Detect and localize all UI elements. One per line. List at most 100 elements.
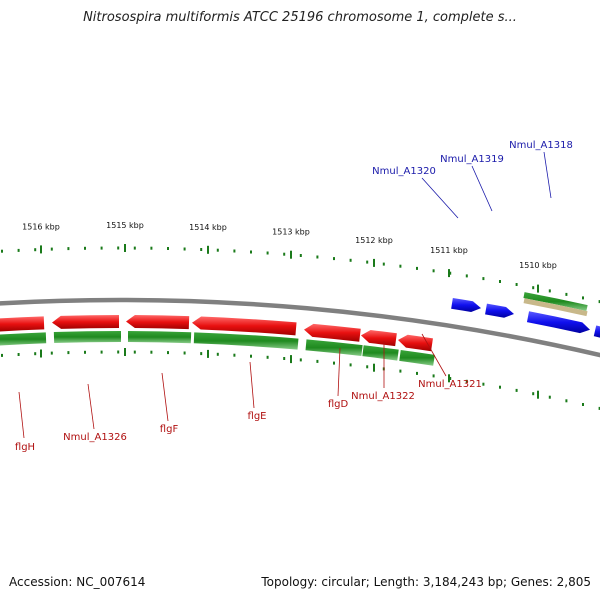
- minor-tick-inner: [183, 351, 186, 355]
- reverse-gene-arrow: [126, 315, 190, 330]
- minor-tick-inner: [482, 382, 485, 386]
- major-tick-outer: [124, 244, 126, 252]
- minor-tick-inner: [548, 395, 551, 399]
- minor-tick-outer: [499, 280, 501, 283]
- minor-tick-inner: [349, 363, 352, 367]
- minor-tick-outer: [150, 246, 153, 250]
- minor-tick-outer: [399, 264, 402, 268]
- kbp-tick-label: 1512 kbp: [355, 236, 393, 245]
- major-tick-inner: [290, 355, 292, 364]
- reverse-gene-label: Nmul_A1321: [418, 379, 482, 390]
- minor-tick-outer: [349, 258, 352, 262]
- minor-tick-inner: [432, 374, 435, 378]
- minor-tick-inner: [1, 353, 3, 357]
- minor-tick-inner: [34, 352, 37, 356]
- reverse-gene-label: flgH: [15, 442, 35, 453]
- reverse-gene-arrow: [52, 315, 119, 329]
- minor-tick-outer: [382, 262, 385, 266]
- minor-tick-outer: [1, 249, 3, 253]
- callout-line: [87, 383, 95, 430]
- reverse-gene-label: flgF: [160, 424, 179, 435]
- major-tick-inner: [448, 374, 450, 383]
- minor-tick-inner: [17, 353, 20, 356]
- minor-tick-outer: [216, 248, 219, 252]
- cds-block-forward: [523, 292, 588, 311]
- callout-line: [161, 372, 169, 422]
- minor-tick-inner: [582, 403, 584, 406]
- minor-tick-outer: [100, 246, 103, 250]
- minor-tick-inner: [216, 352, 219, 356]
- minor-tick-outer: [200, 248, 203, 251]
- kbp-tick-label: 1511 kbp: [430, 246, 468, 255]
- cds-block-reverse: [53, 330, 121, 344]
- forward-gene-label: Nmul_A1320: [372, 166, 436, 177]
- reverse-gene-label: flgE: [248, 411, 267, 422]
- minor-tick-inner: [515, 388, 518, 392]
- major-tick-outer: [537, 284, 539, 293]
- cds-block-reverse: [127, 331, 192, 344]
- reverse-gene-arrow: [398, 334, 433, 352]
- minor-tick-outer: [84, 246, 86, 250]
- minor-tick-inner: [299, 358, 302, 362]
- minor-tick-inner: [532, 392, 535, 396]
- minor-tick-inner: [84, 350, 86, 354]
- kbp-tick-label: 1515 kbp: [106, 221, 144, 230]
- minor-tick-inner: [233, 353, 236, 357]
- minor-tick-inner: [250, 354, 252, 358]
- minor-tick-outer: [299, 254, 302, 257]
- minor-tick-inner: [598, 406, 600, 410]
- minor-tick-inner: [283, 357, 286, 360]
- minor-tick-inner: [565, 399, 568, 403]
- major-tick-inner: [537, 390, 539, 399]
- minor-tick-outer: [366, 260, 369, 264]
- kbp-tick-label: 1510 kbp: [519, 261, 557, 270]
- minor-tick-outer: [333, 257, 335, 261]
- forward-gene-arrow: [485, 303, 514, 318]
- minor-tick-outer: [250, 250, 252, 254]
- minor-tick-outer: [432, 269, 435, 273]
- minor-tick-inner: [50, 351, 53, 355]
- minor-tick-outer: [133, 246, 136, 250]
- major-tick-inner: [124, 348, 126, 356]
- minor-tick-inner: [167, 351, 169, 355]
- rna-block-forward: [523, 298, 588, 317]
- minor-tick-inner: [316, 359, 319, 363]
- minor-tick-outer: [183, 247, 186, 251]
- forward-gene-label: Nmul_A1318: [509, 140, 573, 151]
- topology-summary: Topology: circular; Length: 3,184,243 bp…: [261, 575, 591, 589]
- minor-tick-outer: [283, 252, 286, 256]
- cds-block-reverse: [305, 339, 363, 357]
- minor-tick-outer: [449, 271, 452, 275]
- reverse-gene-label: Nmul_A1322: [351, 391, 415, 402]
- minor-tick-outer: [582, 296, 584, 300]
- kbp-tick-label: 1514 kbp: [189, 223, 227, 232]
- minor-tick-inner: [499, 385, 501, 389]
- major-tick-outer: [40, 245, 42, 254]
- minor-tick-outer: [598, 300, 600, 304]
- minor-tick-outer: [416, 266, 418, 270]
- minor-tick-outer: [482, 277, 485, 281]
- kbp-tick-label: 1516 kbp: [22, 222, 60, 231]
- callout-line: [421, 333, 447, 377]
- forward-gene-arrow: [526, 311, 590, 334]
- minor-tick-inner: [333, 361, 335, 365]
- map-title: Nitrosospira multiformis ATCC 25196 chro…: [83, 10, 517, 25]
- major-tick-outer: [290, 250, 292, 259]
- callout-line: [421, 177, 459, 219]
- cds-block-reverse: [399, 349, 435, 366]
- reverse-gene-arrow: [192, 316, 297, 336]
- minor-tick-outer: [233, 249, 236, 253]
- callout-line: [18, 391, 25, 439]
- reverse-gene-arrow: [0, 316, 45, 332]
- minor-tick-outer: [565, 292, 568, 296]
- major-tick-inner: [40, 349, 42, 358]
- minor-tick-outer: [50, 247, 53, 251]
- genome-backbone: [0, 297, 600, 358]
- callout-line: [337, 347, 341, 397]
- minor-tick-outer: [515, 283, 518, 286]
- reverse-gene-arrow: [361, 329, 397, 347]
- minor-tick-inner: [67, 351, 70, 355]
- callout-line: [249, 361, 255, 409]
- minor-tick-inner: [449, 377, 452, 380]
